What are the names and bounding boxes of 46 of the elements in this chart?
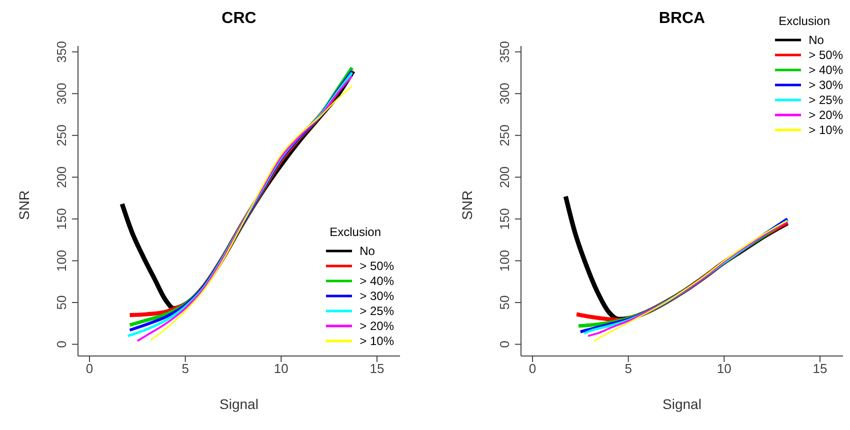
- legend-title: Exclusion: [778, 14, 831, 28]
- y-tick-label: 100: [54, 250, 69, 272]
- x-axis-title: Signal: [662, 396, 702, 412]
- legend-label: > 30%: [808, 78, 843, 92]
- x-tick-label: 15: [812, 361, 828, 376]
- y-tick-label: 350: [54, 40, 69, 63]
- legend-label: > 10%: [808, 122, 843, 136]
- y-tick-label: 200: [497, 166, 512, 188]
- x-tick-label: 10: [274, 361, 288, 376]
- y-tick-label: 200: [54, 166, 69, 188]
- legend-label: No: [808, 32, 824, 46]
- y-tick-label: 0: [54, 340, 69, 348]
- chart-title: CRC: [220, 10, 258, 28]
- y-tick-label: 150: [54, 208, 69, 230]
- legend-label: > 25%: [808, 92, 843, 106]
- legend-label: > 20%: [360, 318, 394, 332]
- legend-label: > 30%: [360, 288, 394, 302]
- y-tick-label: 50: [54, 295, 69, 310]
- y-tick-label: 300: [497, 82, 512, 104]
- y-axis-title: SNR: [459, 190, 475, 220]
- legend-label: > 10%: [360, 334, 394, 348]
- legend-label: > 25%: [360, 304, 394, 318]
- legend-label: > 40%: [360, 274, 394, 288]
- x-axis-title: Signal: [218, 396, 260, 412]
- y-tick-label: 350: [497, 40, 512, 63]
- x-tick-label: 0: [86, 361, 94, 376]
- y-tick-label: 150: [497, 208, 512, 230]
- y-tick-label: 0: [497, 340, 512, 348]
- legend-title: Exclusion: [330, 225, 382, 239]
- x-tick-label: 5: [182, 361, 189, 376]
- y-tick-label: 250: [54, 124, 69, 146]
- y-tick-label: 50: [497, 295, 512, 310]
- y-tick-label: 300: [54, 82, 69, 104]
- legend-label: > 40%: [808, 62, 843, 76]
- legend-label: No: [360, 244, 375, 258]
- legend-label: > 50%: [808, 48, 843, 62]
- x-tick-label: 5: [624, 361, 632, 376]
- x-tick-label: 0: [528, 361, 536, 376]
- legend-label: > 20%: [808, 108, 843, 122]
- x-tick-label: 10: [716, 361, 732, 376]
- legend-label: > 50%: [360, 258, 394, 272]
- chart-title: BRCA: [658, 10, 706, 27]
- y-tick-label: 250: [497, 124, 512, 146]
- y-axis-title: SNR: [16, 190, 32, 220]
- y-tick-label: 100: [497, 250, 512, 272]
- x-tick-label: 15: [370, 361, 384, 376]
